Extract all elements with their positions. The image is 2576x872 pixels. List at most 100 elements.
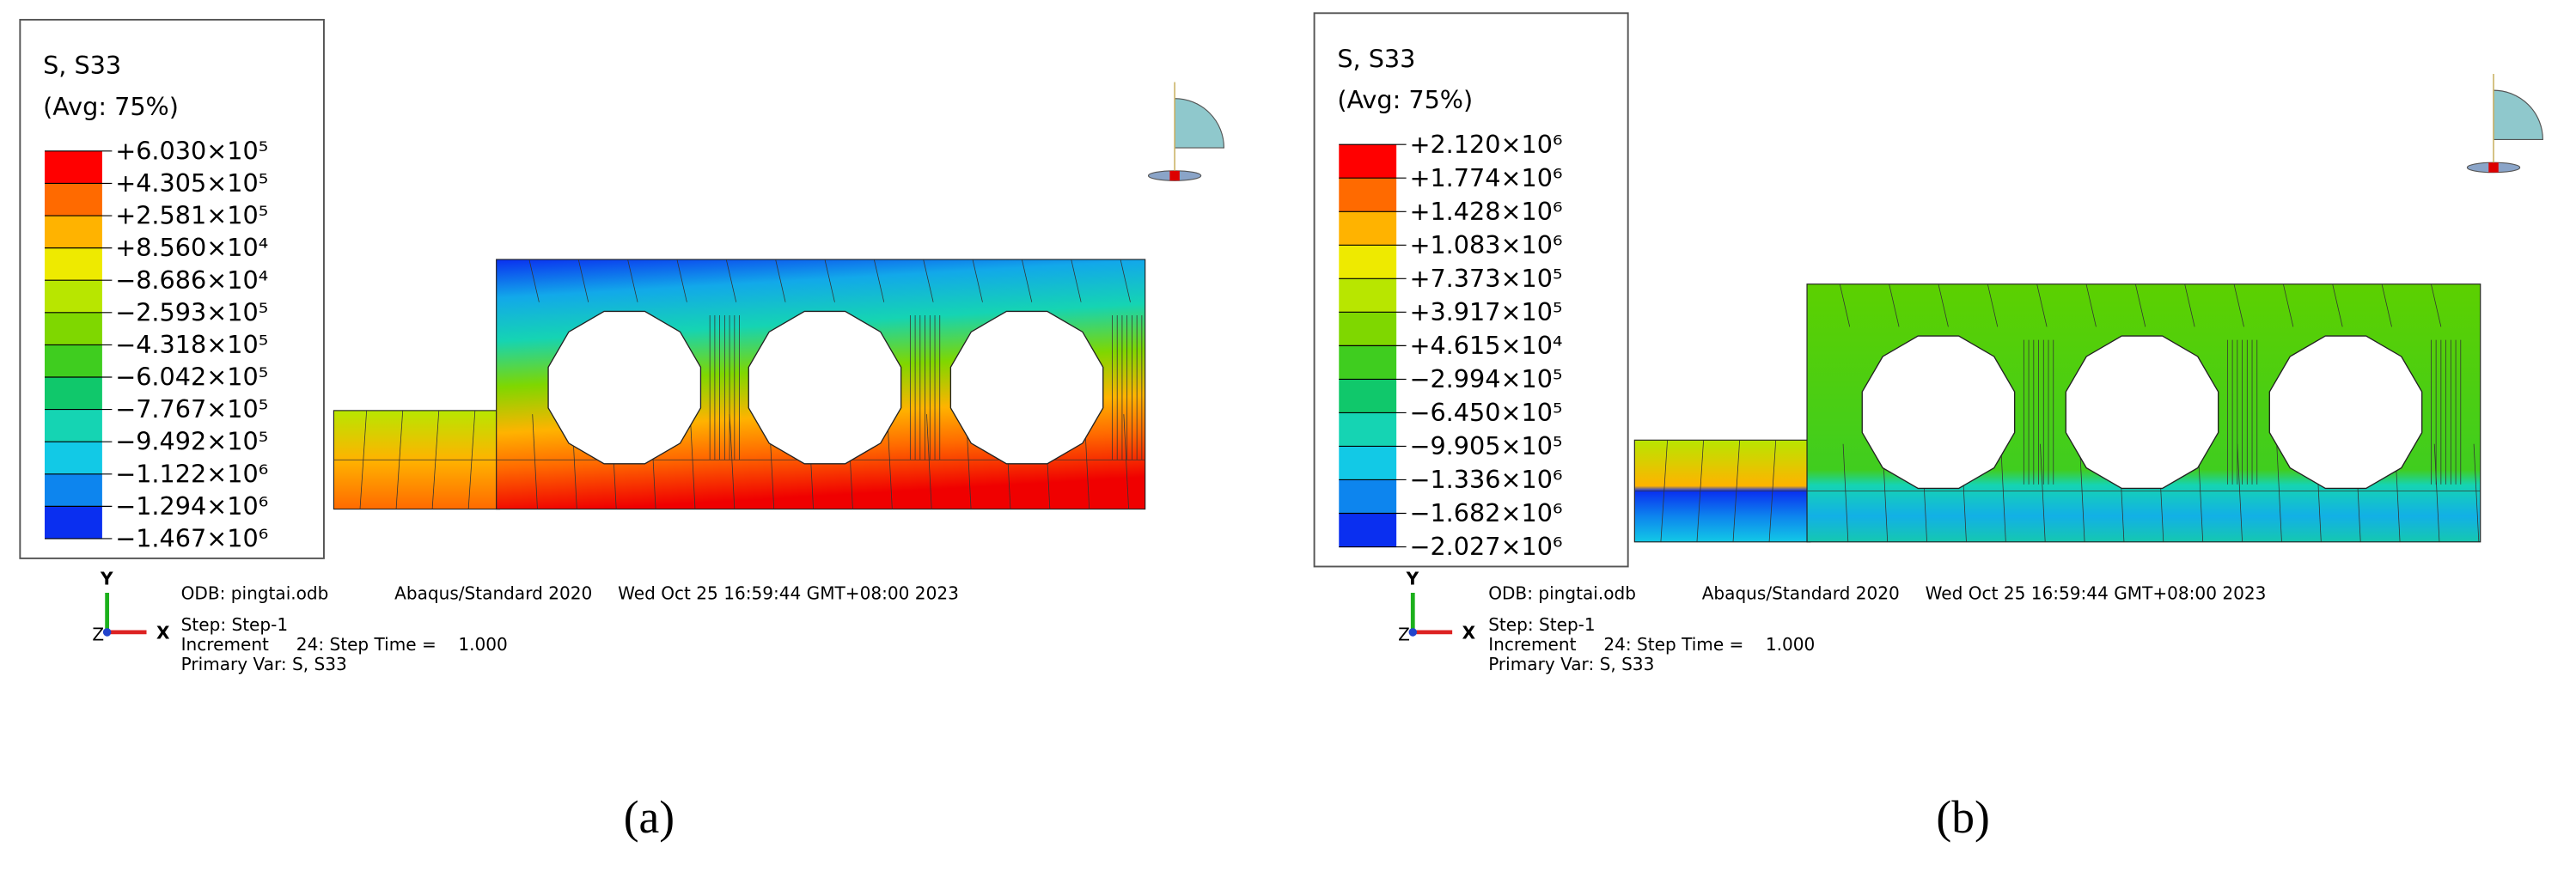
mesh-line <box>2381 284 2392 327</box>
mesh-line <box>1987 284 1999 327</box>
info-step: Step: Step-1 <box>181 614 289 635</box>
legend-label: −9.905×10⁵ <box>1409 431 1562 460</box>
legend-label: −1.682×10⁶ <box>1409 498 1562 527</box>
legend-swatch <box>1339 312 1397 346</box>
legend-label: +3.917×10⁵ <box>1409 297 1562 326</box>
info-solver: Abaqus/Standard 2020 <box>394 583 592 604</box>
mesh-line <box>725 259 737 302</box>
mesh-line <box>2040 443 2046 542</box>
legend-swatch <box>45 183 102 216</box>
info-primary-var: Primary Var: S, S33 <box>181 654 347 674</box>
triad-origin <box>1408 628 1418 637</box>
legend-swatch <box>1339 144 1397 179</box>
mesh-line <box>1889 284 1900 327</box>
mesh-line <box>1021 259 1033 302</box>
legend-label: +4.305×10⁵ <box>115 168 268 198</box>
legend-title: S, S33 <box>43 51 121 80</box>
panel: S, S33 (Avg: 75%) +6.030×10⁵ +4.305×10⁵ +2.5… <box>19 18 1225 843</box>
mesh-line <box>972 259 983 302</box>
legend-swatch <box>1339 245 1397 279</box>
triad-z-label: Z <box>92 624 104 644</box>
legend-label: +4.615×10⁴ <box>1409 331 1562 360</box>
legend-label: −2.027×10⁶ <box>1409 532 1562 561</box>
mesh-line <box>577 259 589 302</box>
mesh-line <box>676 259 687 302</box>
triad-x-label: X <box>1462 623 1476 643</box>
legend-label: −6.450×10⁵ <box>1409 398 1562 427</box>
info-primary-var: Primary Var: S, S33 <box>1488 654 1654 674</box>
legend-swatch <box>45 506 102 540</box>
view-icon <box>1174 98 1225 149</box>
hole <box>2065 335 2219 490</box>
mesh-line <box>1839 284 1851 327</box>
mesh-line <box>775 259 786 302</box>
legend-label: −1.467×10⁶ <box>115 524 268 553</box>
legend-swatch <box>1339 412 1397 448</box>
legend-label: −2.994×10⁵ <box>1409 364 1562 393</box>
legend-label: −7.767×10⁵ <box>115 394 268 424</box>
mesh-line <box>2085 284 2097 327</box>
legend-swatch <box>1339 211 1397 246</box>
mesh-line <box>873 259 885 302</box>
legend-label: +1.428×10⁶ <box>1409 197 1562 226</box>
mesh-line <box>2233 284 2244 327</box>
mesh-line <box>528 259 540 302</box>
caption: (a) <box>624 791 675 843</box>
legend-swatch <box>45 409 102 442</box>
legend-title: S, S33 <box>1337 44 1415 73</box>
legend-swatch <box>1339 278 1397 313</box>
legend-swatch <box>1339 513 1397 548</box>
legend-subtitle: (Avg: 75%) <box>1337 85 1473 114</box>
legend-swatch <box>45 345 102 378</box>
info-odb: ODB: pingtai.odb <box>1488 583 1636 604</box>
hole <box>949 310 1104 465</box>
legend-swatch <box>45 280 102 314</box>
triad-y-label: Y <box>100 568 113 588</box>
view-icon-origin <box>1169 170 1180 181</box>
legend-swatch <box>45 312 102 345</box>
legend-label: −1.294×10⁶ <box>115 491 268 521</box>
legend-swatch <box>1339 479 1397 515</box>
mesh-line <box>2473 443 2480 542</box>
legend-swatch <box>45 442 102 475</box>
mesh-line <box>2332 284 2343 327</box>
mesh-line <box>2282 284 2294 327</box>
mesh-line <box>1938 284 1949 327</box>
mesh-line <box>2000 443 2006 542</box>
triad-y-label: Y <box>1406 568 1419 588</box>
legend-swatch <box>1339 379 1397 413</box>
legend-subtitle: (Avg: 75%) <box>43 92 179 121</box>
mesh-line <box>923 259 934 302</box>
mesh-line <box>689 414 696 509</box>
triad-origin <box>102 628 112 637</box>
info-odb: ODB: pingtai.odb <box>181 583 329 604</box>
mesh-line <box>1071 259 1082 302</box>
mesh-line <box>2036 284 2048 327</box>
legend-swatch <box>45 247 102 281</box>
mesh-line <box>2431 284 2442 327</box>
legend-label: −2.593×10⁵ <box>115 297 268 326</box>
view-icon <box>2493 89 2543 141</box>
legend-label: +2.581×10⁵ <box>115 201 268 230</box>
mesh-line <box>1120 259 1131 302</box>
legend-label: −8.686×10⁴ <box>115 265 268 295</box>
mesh-line <box>1842 443 1849 542</box>
legend-label: +7.373×10⁵ <box>1409 264 1562 293</box>
hole <box>2268 335 2423 490</box>
info-increment: Increment 24: Step Time = 1.000 <box>181 634 508 655</box>
legend-label: +1.774×10⁶ <box>1409 163 1562 192</box>
info-solver: Abaqus/Standard 2020 <box>1702 583 1900 604</box>
legend-label: −1.336×10⁶ <box>1409 465 1562 494</box>
legend-swatch <box>45 150 102 185</box>
legend-label: −6.042×10⁵ <box>115 363 268 392</box>
legend-swatch <box>45 377 102 411</box>
triad-z-label: Z <box>1398 624 1410 644</box>
legend-swatch <box>1339 178 1397 212</box>
mesh-line <box>627 259 638 302</box>
mesh-line <box>2079 443 2085 542</box>
mesh-line <box>729 414 736 509</box>
legend-label: −4.318×10⁵ <box>115 330 268 359</box>
info-increment: Increment 24: Step Time = 1.000 <box>1488 634 1815 655</box>
